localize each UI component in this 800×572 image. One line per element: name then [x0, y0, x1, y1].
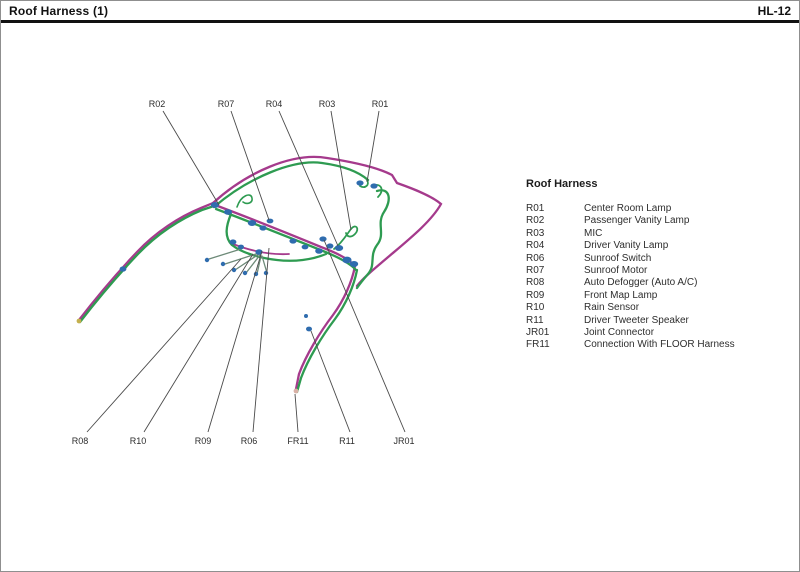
leader-line-group — [86, 110, 406, 433]
legend-code: R04 — [526, 240, 545, 252]
page-title: Roof Harness (1) — [9, 3, 109, 18]
legend-desc: Sunroof Motor — [584, 265, 648, 277]
callout-label-r11: R11 — [339, 436, 355, 446]
connector-group — [119, 180, 378, 332]
legend-code: R01 — [526, 203, 545, 214]
legend-row: R06 Sunroof Switch — [526, 253, 781, 265]
legend-code: R06 — [526, 252, 545, 264]
callout-label-r02: R02 — [149, 99, 166, 109]
stub-wire-group — [208, 248, 268, 275]
legend-desc: Auto Defogger (Auto A/C) — [584, 277, 698, 289]
leader-line-r04 — [278, 110, 339, 247]
legend-row: JR01 Joint Connector — [526, 327, 781, 339]
legend: Roof Harness R01 Center Room Lamp R02 Passe… — [526, 178, 781, 352]
legend-row: R11 Driver Tweeter Speaker — [526, 315, 781, 327]
legend-code: R03 — [526, 227, 545, 239]
leader-line-r03 — [330, 110, 352, 231]
legend-row: R09 Front Map Lamp — [526, 290, 781, 302]
legend-desc: Driver Tweeter Speaker — [584, 314, 689, 326]
legend-row: R03 MIC — [526, 228, 781, 240]
leader-line-r07 — [230, 110, 270, 221]
harness-tip-left — [76, 318, 82, 324]
leader-line-r06 — [252, 247, 270, 433]
leader-line-r01 — [366, 110, 380, 183]
callout-label-r01: R01 — [372, 99, 389, 109]
leader-line-fr11 — [294, 393, 299, 433]
legend-code: FR11 — [526, 339, 550, 351]
page-reference: HL-12 — [757, 3, 791, 18]
callout-label-r03: R03 — [319, 99, 336, 109]
legend-code: R10 — [526, 302, 545, 314]
legend-row: FR11 Connection With FLOOR Harness — [526, 339, 781, 351]
callout-label-jr01: JR01 — [393, 436, 414, 446]
callout-label-r08: R08 — [72, 436, 89, 446]
leader-line-r08 — [86, 258, 242, 433]
legend-desc: Passenger Vanity Lamp — [584, 215, 690, 227]
callout-label-r09: R09 — [195, 436, 212, 446]
leader-line-r10 — [143, 253, 254, 433]
leader-line-jr01 — [323, 239, 406, 433]
leader-line-r02 — [162, 110, 220, 206]
page-header: Roof Harness (1) HL-12 — [1, 1, 799, 23]
leader-line-r11 — [310, 330, 351, 433]
legend-code: R02 — [526, 215, 545, 227]
legend-code: R09 — [526, 289, 545, 301]
legend-desc: Sunroof Switch — [584, 252, 652, 264]
callout-label-fr11: FR11 — [287, 436, 308, 446]
callout-label-r10: R10 — [130, 436, 147, 446]
legend-rows: R01 Center Room Lamp R02 Passenger Vanity L… — [526, 203, 781, 352]
legend-row: R04 Driver Vanity Lamp — [526, 240, 781, 252]
legend-code: JR01 — [526, 327, 550, 339]
legend-row: R10 Rain Sensor — [526, 302, 781, 314]
legend-row: R08 Auto Defogger (Auto A/C) — [526, 277, 781, 289]
callout-label-r04: R04 — [266, 99, 283, 109]
legend-code: R07 — [526, 265, 545, 277]
green-wire-group — [78, 161, 390, 394]
legend-desc: Front Map Lamp — [584, 289, 658, 301]
legend-desc: Joint Connector — [584, 327, 655, 339]
legend-desc: Connection With FLOOR Harness — [584, 339, 735, 351]
leader-line-r09 — [207, 250, 263, 433]
callout-label-r06: R06 — [241, 436, 258, 446]
legend-code: R08 — [526, 277, 545, 289]
legend-desc: Driver Vanity Lamp — [584, 240, 669, 252]
legend-desc: MIC — [584, 227, 603, 239]
legend-row: R07 Sunroof Motor — [526, 265, 781, 277]
legend-row: R02 Passenger Vanity Lamp — [526, 215, 781, 227]
callout-label-r07: R07 — [218, 99, 235, 109]
callout-label-group: R02 R07 R04 R03 R01 R08 R10 R09 R06 FR11 R11 JR01 — [72, 99, 415, 446]
legend-code: R11 — [526, 314, 544, 326]
harness-tip-floor — [293, 388, 299, 394]
legend-row: R01 Center Room Lamp — [526, 203, 781, 215]
legend-desc: Center Room Lamp — [584, 203, 672, 214]
legend-desc: Rain Sensor — [584, 302, 640, 314]
legend-title: Roof Harness — [526, 178, 598, 190]
